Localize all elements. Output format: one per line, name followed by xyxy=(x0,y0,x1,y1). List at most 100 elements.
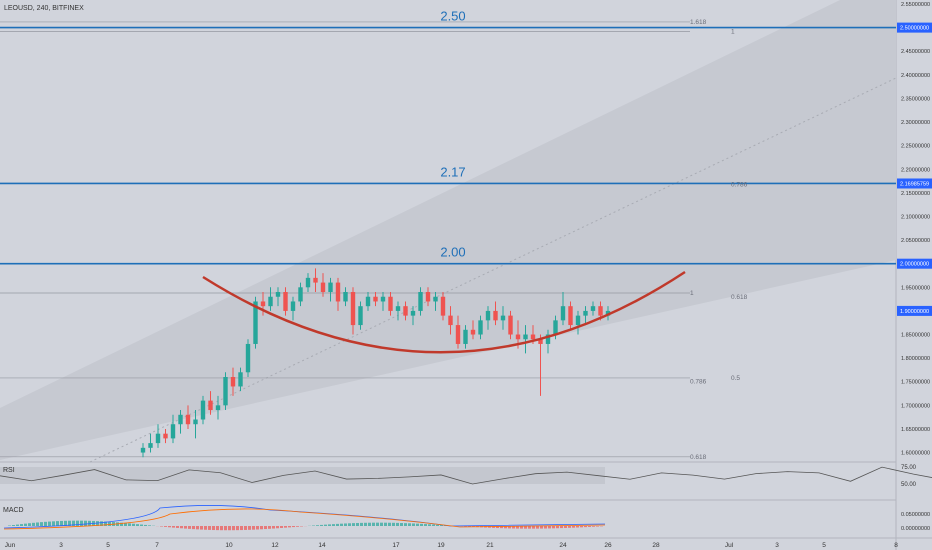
macd-histogram-bar xyxy=(492,526,495,528)
candle-body[interactable] xyxy=(253,301,258,344)
macd-histogram-bar xyxy=(84,520,87,526)
macd-histogram-bar xyxy=(588,526,591,527)
macd-histogram-bar xyxy=(248,526,251,530)
candle-body[interactable] xyxy=(598,306,603,316)
macd-pane[interactable] xyxy=(0,500,896,538)
candle-body[interactable] xyxy=(470,329,476,335)
price-tick: 2.30000000 xyxy=(901,120,930,126)
candle-body[interactable] xyxy=(313,277,318,283)
candle-body[interactable] xyxy=(223,377,228,406)
candle-body[interactable] xyxy=(245,343,251,373)
symbol-title: LEOUSD, 240, BITFINEX xyxy=(4,5,84,12)
candle-body[interactable] xyxy=(170,424,176,439)
candle-body[interactable] xyxy=(283,292,288,311)
candle-body[interactable] xyxy=(485,310,491,321)
candle-body[interactable] xyxy=(425,292,431,302)
candle-body[interactable] xyxy=(178,414,183,425)
candle-body[interactable] xyxy=(215,405,221,411)
candle-body[interactable] xyxy=(260,301,266,307)
candle-body[interactable] xyxy=(500,315,506,321)
candle-body[interactable] xyxy=(200,400,206,420)
candle-body[interactable] xyxy=(365,296,371,307)
candle-body[interactable] xyxy=(583,310,588,316)
macd-histogram-bar xyxy=(544,526,547,529)
candle-body[interactable] xyxy=(193,419,198,425)
candle-body[interactable] xyxy=(575,315,581,326)
fib-label: 0.786 xyxy=(731,181,748,188)
candle-body[interactable] xyxy=(373,296,378,302)
candle-body[interactable] xyxy=(350,292,356,326)
time-tick: 5 xyxy=(106,542,110,549)
candle-body[interactable] xyxy=(298,287,303,302)
candle-body[interactable] xyxy=(440,296,446,316)
candle-body[interactable] xyxy=(388,296,393,311)
macd-histogram-bar xyxy=(596,526,599,527)
candle-body[interactable] xyxy=(238,372,243,387)
macd-histogram-bar xyxy=(328,524,331,526)
candle-body[interactable] xyxy=(538,339,543,344)
candle-body[interactable] xyxy=(448,315,453,326)
candle-body[interactable] xyxy=(605,310,611,316)
macd-histogram-bar xyxy=(164,526,167,527)
candle-body[interactable] xyxy=(418,292,423,311)
candle-body[interactable] xyxy=(530,334,536,340)
candle-body[interactable] xyxy=(155,433,161,444)
candle-body[interactable] xyxy=(343,292,348,302)
candle-body[interactable] xyxy=(455,325,461,344)
candle-body[interactable] xyxy=(230,377,236,387)
candle-body[interactable] xyxy=(508,315,513,335)
macd-histogram-bar xyxy=(344,523,347,526)
macd-histogram-bar xyxy=(332,524,335,526)
channel-midline[interactable] xyxy=(89,77,897,463)
candle-body[interactable] xyxy=(478,320,483,335)
candle-body[interactable] xyxy=(395,306,401,311)
macd-histogram-bar xyxy=(20,524,23,526)
macd-histogram-bar xyxy=(428,524,431,526)
candle-body[interactable] xyxy=(568,306,573,326)
time-tick: 5 xyxy=(822,542,826,549)
macd-histogram-bar xyxy=(264,526,267,530)
candle-body[interactable] xyxy=(328,282,333,293)
candle-body[interactable] xyxy=(380,296,386,302)
candle-body[interactable] xyxy=(208,400,213,411)
macd-histogram-bar xyxy=(320,524,323,526)
candle-body[interactable] xyxy=(590,306,596,311)
candle-body[interactable] xyxy=(433,296,438,302)
candle-body[interactable] xyxy=(523,334,528,340)
parallel-channel[interactable] xyxy=(0,0,896,460)
candle-body[interactable] xyxy=(335,282,341,302)
candle-body[interactable] xyxy=(268,296,273,307)
candle-body[interactable] xyxy=(553,320,558,335)
candle-body[interactable] xyxy=(305,277,311,288)
candle-body[interactable] xyxy=(403,306,408,316)
macd-histogram-bar xyxy=(180,526,183,529)
time-tick: 3 xyxy=(59,542,63,549)
candle-body[interactable] xyxy=(493,310,498,321)
candle-body[interactable] xyxy=(410,310,416,316)
macd-histogram-bar xyxy=(352,523,355,526)
macd-histogram-bar xyxy=(76,520,79,526)
macd-histogram-bar xyxy=(184,526,187,529)
candle-body[interactable] xyxy=(515,334,521,340)
candle-body[interactable] xyxy=(163,433,168,439)
candle-body[interactable] xyxy=(185,414,191,425)
price-tick: 1.70000000 xyxy=(901,403,930,409)
candle-body[interactable] xyxy=(560,306,566,321)
macd-histogram-bar xyxy=(368,522,371,526)
candle-body[interactable] xyxy=(320,282,326,293)
candle-body[interactable] xyxy=(148,443,153,448)
macd-histogram-bar xyxy=(424,524,427,526)
macd-histogram-bar xyxy=(204,526,207,530)
macd-histogram-bar xyxy=(584,526,587,528)
candle-body[interactable] xyxy=(463,329,468,344)
rounded-bottom-arc[interactable] xyxy=(202,270,686,354)
candle-body[interactable] xyxy=(290,301,296,311)
candle-body[interactable] xyxy=(358,306,363,326)
candle-body[interactable] xyxy=(275,292,281,297)
macd-histogram-bar xyxy=(288,526,291,528)
candle-body[interactable] xyxy=(545,334,551,344)
macd-histogram-bar xyxy=(384,522,387,526)
candle-body[interactable] xyxy=(140,447,146,453)
macd-histogram-bar xyxy=(228,526,231,531)
